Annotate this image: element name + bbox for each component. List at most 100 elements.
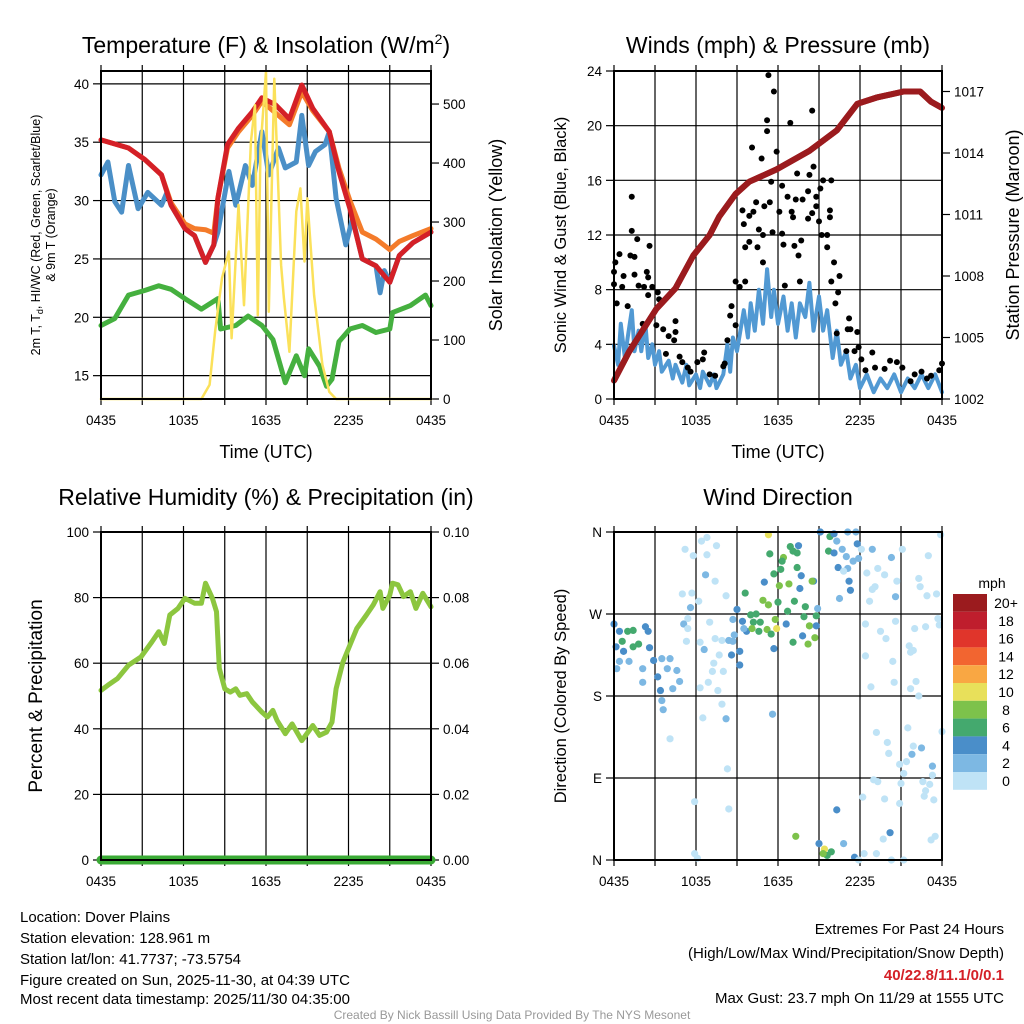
temperature-y-axis-title: 2m T, Td, HI/WC (Red, Green, Scarlet/Blu…: [29, 115, 45, 356]
gust-point: [749, 144, 756, 151]
wind-direction-point: [727, 651, 736, 659]
gust-point: [835, 289, 842, 296]
y-tick-label: 80: [74, 591, 89, 606]
gust-point: [773, 148, 780, 155]
gust-point: [732, 278, 739, 285]
gust-point: [843, 348, 850, 355]
legend-label: 8: [1002, 702, 1010, 718]
wind-direction-point: [715, 651, 723, 659]
right-y-tick-label: 1002: [954, 392, 984, 407]
wind-direction-point: [782, 620, 790, 628]
wind-direction-point: [840, 567, 848, 575]
right-y-tick-label: 1005: [954, 331, 984, 346]
wind-direction-point: [639, 665, 647, 673]
wind-direction-point: [887, 553, 896, 562]
wind-direction-point: [718, 636, 726, 645]
y-tick-label: 25: [74, 252, 89, 267]
gust-point: [727, 312, 734, 319]
gust-point: [788, 208, 795, 215]
wind-direction-point: [849, 557, 857, 565]
wind-direction-point: [920, 792, 928, 800]
gust-point: [805, 215, 812, 222]
gust-point: [766, 199, 773, 206]
series-line-temp: [98, 82, 434, 285]
speed-legend-title: mph: [978, 575, 1005, 591]
wind-direction-point: [886, 829, 894, 837]
y-tick-label: 24: [587, 64, 603, 79]
wind-direction-point: [912, 677, 920, 686]
legend-swatch: [953, 754, 987, 772]
gust-point: [893, 359, 900, 366]
right-y-tick-label: 400: [443, 156, 466, 171]
x-tick-label: 1635: [251, 413, 281, 428]
wind-direction-point: [804, 640, 812, 648]
wind-direction-point: [874, 564, 882, 573]
wind-direction-point: [645, 644, 654, 652]
pressure-y-axis-title: Station Pressure (Maroon): [1003, 129, 1023, 340]
gust-point: [740, 221, 747, 228]
gust-point: [746, 238, 753, 245]
wind-direction-point: [666, 735, 674, 743]
wind-direction-point: [846, 586, 855, 594]
wind-direction-point: [764, 601, 773, 609]
wind-direction-point: [684, 624, 692, 633]
right-y-tick-label: 1008: [954, 269, 984, 284]
gust-point: [809, 210, 816, 217]
right-y-tick-label: 0.04: [443, 722, 470, 737]
wind-direction-point: [911, 624, 919, 633]
gust-point: [787, 119, 794, 126]
gust-point: [628, 193, 635, 200]
gust-point: [761, 203, 768, 210]
series-line-insolation: [99, 70, 433, 401]
wind-direction-point: [835, 594, 844, 603]
wind-direction-point: [749, 618, 758, 626]
winds-plot: 0 4 8 12 16 20 24 1002 1005 1008 1011 1014 1017 0435 1…: [587, 64, 985, 428]
gust-point: [851, 348, 858, 355]
wind-direction-point: [629, 643, 637, 651]
gust-point: [616, 251, 623, 258]
wind-direction-point: [819, 850, 827, 858]
gust-point: [641, 283, 648, 290]
gust-point: [936, 367, 943, 374]
gust-point: [881, 365, 888, 372]
legend-label: 10: [998, 684, 1014, 700]
gust-point: [887, 357, 894, 364]
gust-point: [631, 271, 638, 278]
wind-direction-point: [934, 614, 942, 623]
wind-direction-point: [898, 545, 906, 553]
y-tick-label: 30: [74, 194, 89, 209]
wind-direction-point: [853, 540, 861, 548]
wind-direction-point: [793, 549, 801, 557]
y-tick-label: 20: [74, 787, 89, 802]
wind-direction-point: [796, 584, 804, 593]
gust-point: [796, 278, 803, 285]
legend-label: 0: [1002, 773, 1010, 789]
wind-direction-point: [833, 537, 841, 545]
wind-direction-point: [654, 673, 662, 681]
legend-label: 2: [1002, 755, 1010, 771]
gust-point: [694, 359, 701, 366]
x-tick-label: 0435: [927, 413, 957, 428]
y-tick-label: 35: [74, 135, 89, 150]
wind-direction-point: [708, 667, 717, 676]
wind-direction-point: [915, 574, 923, 583]
wind-direction-point: [904, 724, 912, 732]
wind-direction-point: [714, 686, 722, 695]
wind-direction-point: [830, 549, 838, 557]
y-tick-label: 100: [66, 525, 89, 540]
winds-x-axis-title: Time (UTC): [731, 442, 824, 462]
gust-point: [679, 359, 686, 366]
legend-swatch: [953, 594, 987, 612]
y-tick-label: N: [592, 525, 602, 540]
legend-label: 14: [998, 648, 1014, 664]
humidity-plot: 0 20 40 60 80 100 0.00 0.02 0.04 0.06 0.08 0.10 0435…: [66, 525, 469, 889]
wind-direction-point: [906, 648, 915, 656]
wind-direction-point: [908, 750, 916, 758]
wind-direction-panel-title: Wind Direction: [703, 484, 853, 510]
x-tick-label: 1635: [763, 413, 793, 428]
wind-direction-point: [704, 678, 712, 686]
wind-direction-point: [890, 678, 898, 686]
wind-direction-plot-frame: [613, 531, 943, 861]
legend-swatch: [953, 736, 987, 755]
